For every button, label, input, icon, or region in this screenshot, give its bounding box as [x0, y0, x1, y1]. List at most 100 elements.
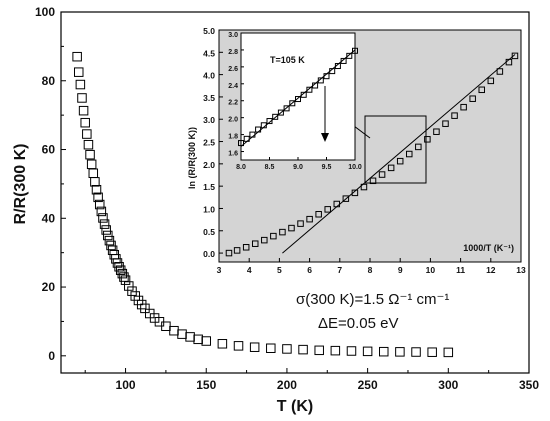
data-point	[106, 240, 116, 251]
data-point	[90, 177, 100, 187]
activation-energy-annotation: ΔE=0.05 eV	[318, 315, 399, 332]
y-tick-label: 2.6	[228, 66, 238, 73]
data-point	[80, 117, 90, 128]
y-tick-label: 2.4	[228, 83, 238, 90]
x-tick-label: 4	[247, 265, 252, 275]
data-point	[298, 344, 308, 355]
data-point	[315, 211, 322, 218]
fit-line	[282, 54, 516, 254]
x-tick-label: 350	[519, 378, 539, 392]
data-point	[300, 91, 307, 98]
data-point	[443, 347, 454, 358]
y-tick-label: 2.0	[228, 117, 238, 124]
main-axis-ticks: 100 150 200 250 300 350 0 20 40 60 80 100	[35, 5, 539, 392]
data-point	[140, 303, 150, 314]
inset-data-series	[225, 52, 519, 257]
data-point	[85, 149, 95, 160]
y-tick-label: 1.6	[228, 151, 238, 158]
x-tick-label: 13	[516, 265, 526, 275]
data-point	[334, 63, 341, 70]
fit-line	[240, 49, 356, 147]
data-point	[395, 347, 405, 357]
data-point	[306, 215, 313, 223]
data-point	[115, 265, 126, 275]
data-point	[427, 347, 437, 357]
data-point	[124, 281, 134, 291]
data-point	[177, 329, 187, 339]
main-data-series	[72, 51, 454, 358]
data-point	[117, 268, 128, 279]
zoom-temperature-label: T=105 K	[270, 55, 305, 65]
conductivity-annotation: σ(300 K)=1.5 Ω⁻¹ cm⁻¹	[296, 291, 449, 308]
data-point	[243, 135, 250, 142]
data-point	[99, 219, 110, 229]
data-point	[114, 262, 124, 272]
x-tick-label: 9.0	[293, 164, 303, 171]
data-point	[119, 272, 129, 282]
data-point	[505, 58, 513, 66]
y-tick-label: 2.5	[203, 138, 215, 148]
data-point	[72, 51, 82, 62]
y-tick-label: 3.0	[203, 115, 215, 125]
data-point	[342, 195, 350, 202]
data-point	[415, 143, 422, 151]
data-point	[78, 105, 89, 116]
data-point	[487, 77, 495, 85]
data-point	[266, 118, 273, 125]
data-point	[387, 164, 395, 172]
data-point	[217, 339, 228, 349]
data-point	[91, 184, 102, 195]
y-tick-label: 5.0	[203, 26, 215, 36]
x-tick-label: 9.5	[322, 164, 332, 171]
y-tick-label: 4.5	[203, 48, 215, 58]
data-point	[324, 206, 331, 213]
data-point	[306, 86, 313, 93]
data-point	[201, 336, 211, 346]
main-x-axis-title: T (K)	[277, 398, 313, 415]
data-point	[86, 159, 97, 170]
y-tick-label: 0.5	[203, 227, 215, 237]
data-point	[88, 168, 99, 178]
y-tick-label: 1.5	[203, 182, 215, 192]
data-point	[314, 345, 324, 356]
data-point	[478, 86, 485, 94]
data-point	[272, 113, 279, 120]
zoom-data-series	[238, 47, 358, 147]
x-tick-label: 8	[368, 265, 373, 275]
data-point	[238, 140, 244, 147]
data-point	[378, 171, 386, 178]
zoom-region-box	[364, 115, 427, 184]
data-point	[312, 82, 319, 89]
data-point	[406, 150, 413, 158]
x-tick-label: 11	[456, 265, 465, 275]
data-point	[103, 230, 113, 241]
data-point	[297, 220, 304, 227]
data-point	[225, 249, 233, 257]
data-point	[351, 189, 359, 197]
y-tick-label: 80	[42, 74, 56, 88]
x-tick-label: 8.0	[236, 164, 246, 171]
zoom-axis-ticks: 8.0 8.5 9.0 9.5 10.0 1.6 1.8 2.0 2.2 2.4 2.6 2.8 3.0	[228, 32, 362, 171]
x-tick-label: 10.0	[348, 164, 362, 171]
x-tick-label: 7	[337, 265, 342, 275]
data-point	[93, 192, 103, 203]
data-point	[260, 122, 267, 129]
data-point	[329, 68, 336, 75]
y-tick-label: 40	[42, 211, 56, 225]
data-point	[233, 341, 244, 351]
x-tick-label: 200	[277, 378, 297, 392]
y-tick-label: 0	[48, 349, 55, 363]
data-point	[362, 346, 373, 357]
data-point	[282, 344, 292, 354]
x-tick-label: 5	[277, 265, 282, 275]
y-tick-label: 1.8	[228, 134, 238, 141]
data-point	[77, 93, 87, 103]
x-tick-label: 150	[196, 378, 216, 392]
data-point	[270, 232, 277, 240]
data-point	[74, 67, 84, 77]
data-point	[255, 126, 262, 133]
inset-x-axis-title: 1000/T (K⁻¹)	[463, 243, 514, 253]
y-tick-label: 100	[35, 5, 55, 19]
data-point	[98, 213, 108, 223]
data-point	[101, 225, 111, 235]
